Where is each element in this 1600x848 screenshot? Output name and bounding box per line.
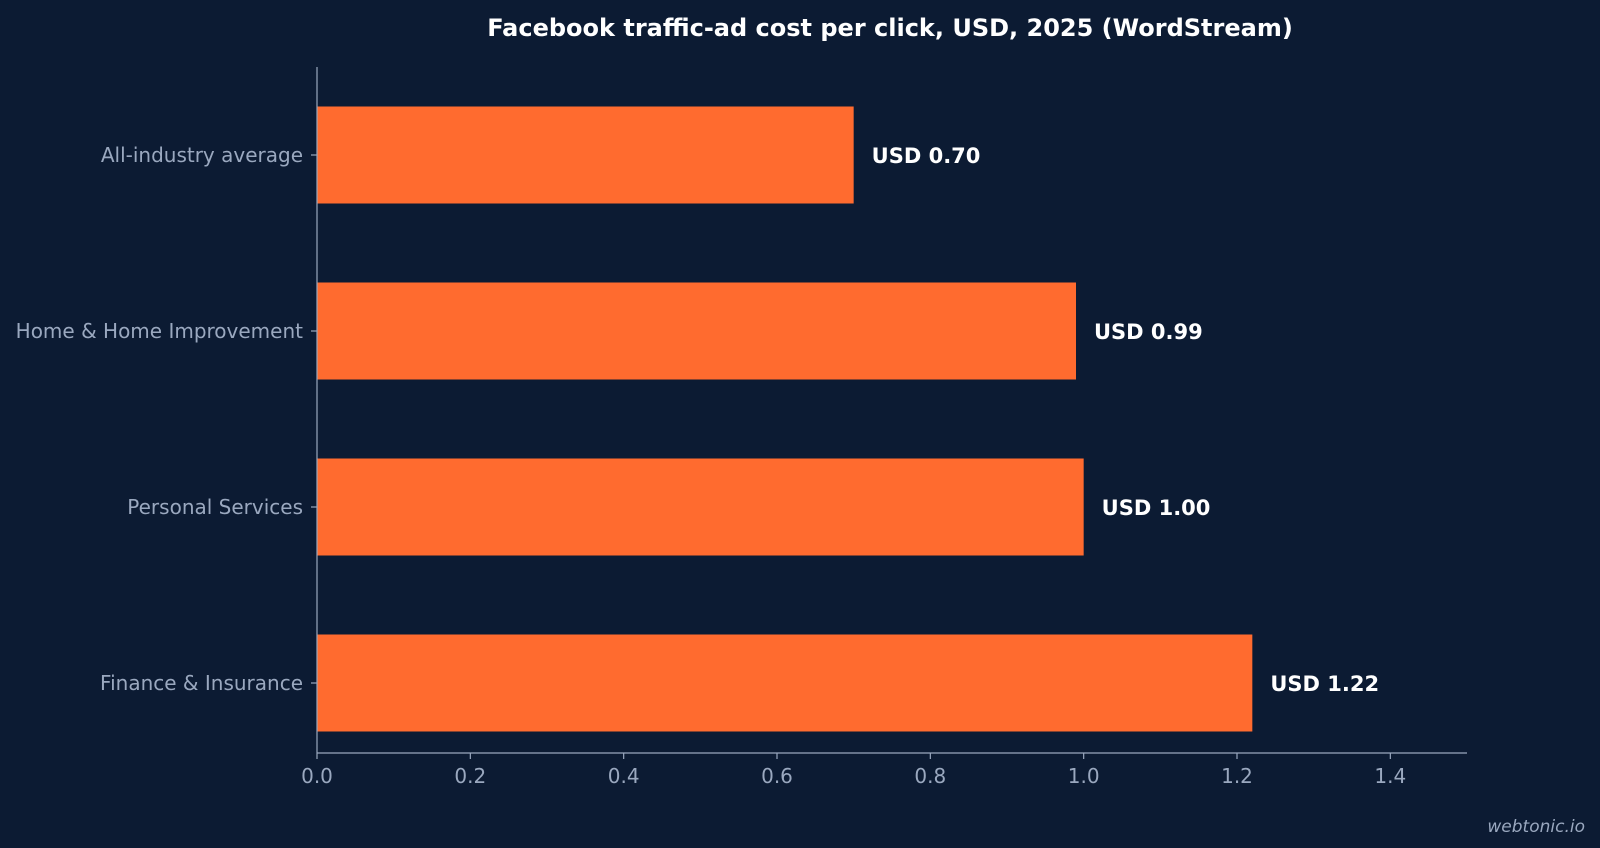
x-tick-label: 1.2 [1221, 764, 1253, 788]
value-label: USD 0.70 [872, 144, 981, 168]
x-tick-label: 0.0 [301, 764, 333, 788]
x-tick-label: 0.2 [454, 764, 486, 788]
bar [317, 458, 1084, 556]
x-tick-label: 1.4 [1374, 764, 1406, 788]
watermark: webtonic.io [1487, 817, 1585, 837]
bars-group: USD 0.70 USD 0.99 USD 1.00 USD 1.22 [317, 106, 1379, 732]
chart-title: Facebook traffic-ad cost per click, USD,… [487, 14, 1293, 42]
x-tick-label: 0.6 [761, 764, 793, 788]
axis-group: All-industry average Home & Home Improvem… [16, 67, 1467, 788]
x-tick-label: 0.8 [914, 764, 946, 788]
value-label: USD 0.99 [1094, 320, 1203, 344]
category-label: Home & Home Improvement [16, 319, 303, 343]
value-label: USD 1.00 [1102, 496, 1211, 520]
bar [317, 282, 1076, 380]
category-label: Finance & Insurance [100, 671, 303, 695]
x-tick-label: 0.4 [608, 764, 640, 788]
x-tick-label: 1.0 [1068, 764, 1100, 788]
bar [317, 106, 854, 204]
bar [317, 634, 1253, 732]
category-label: Personal Services [127, 495, 303, 519]
value-label: USD 1.22 [1270, 672, 1379, 696]
category-label: All-industry average [101, 143, 303, 167]
